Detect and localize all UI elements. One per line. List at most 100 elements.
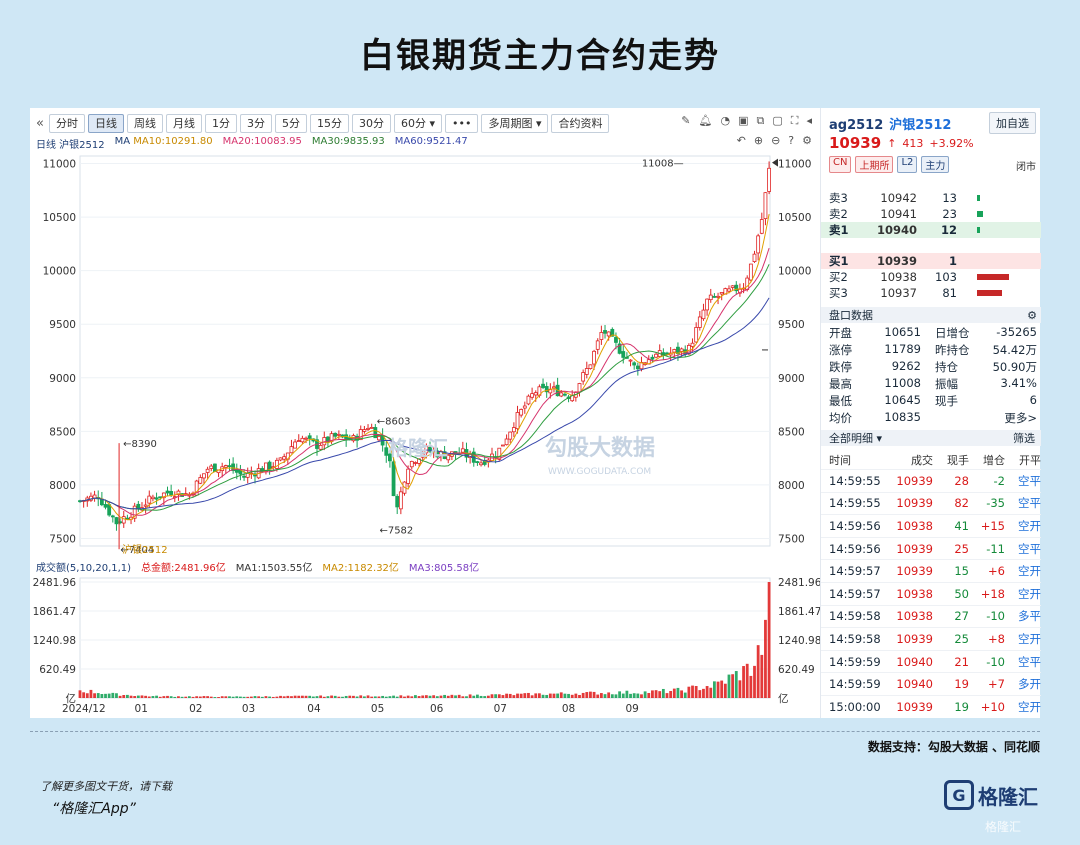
candle-body — [595, 340, 600, 350]
settings-icon[interactable]: ⚙ — [802, 134, 812, 147]
volume-bar — [308, 695, 312, 698]
candle-body — [759, 219, 764, 234]
period-button[interactable]: 30分 — [351, 113, 391, 133]
trade-row: 14:59:58 10939 25 +8 空开 — [821, 627, 1041, 650]
camera-icon[interactable]: ▣ — [738, 114, 749, 127]
volume-bar — [702, 688, 705, 698]
last-price: 10939 — [829, 134, 882, 152]
y-tick-label-left: 10500 — [43, 212, 76, 224]
candle-body — [533, 392, 538, 396]
candle-body — [490, 453, 494, 461]
page-title: 白银期货主力合约走势 — [360, 36, 720, 76]
volume-bar — [977, 290, 1002, 296]
trade-row: 14:59:57 10939 15 +6 空开 — [821, 559, 1041, 582]
vol-tick-label-left: 2481.96 — [33, 577, 77, 589]
volume-bar — [490, 694, 494, 698]
zoom-in-icon[interactable]: ⊕ — [753, 134, 764, 147]
period-button[interactable]: 15分 — [309, 113, 349, 133]
volume-bar — [198, 696, 202, 698]
volume-bar — [115, 693, 118, 698]
period-button[interactable]: 分时 — [48, 113, 85, 133]
candle-body — [406, 468, 411, 484]
data-source: 数据支持：勾股大数据 、同花顺 — [867, 740, 1040, 754]
candle-body — [588, 364, 593, 370]
volume-bar — [472, 695, 476, 698]
candle-body — [428, 447, 432, 452]
volume-bar — [497, 694, 501, 698]
volume-bar — [257, 696, 261, 698]
volume-bar — [322, 696, 326, 698]
volume-bar — [760, 654, 764, 698]
volume-bar — [133, 696, 137, 698]
help-icon[interactable]: ? — [788, 134, 795, 147]
candle-body — [121, 516, 126, 524]
period-button[interactable]: 5分 — [274, 113, 307, 133]
period-button[interactable]: 3分 — [239, 113, 272, 133]
vol-tick-label-right: 1240.98 — [778, 635, 820, 647]
ask-row: 卖2 10941 23 — [821, 206, 1041, 222]
collapse-icon[interactable]: « — [36, 115, 44, 131]
candle-body — [592, 350, 596, 365]
period-button[interactable]: 60分 ▾ — [393, 113, 442, 133]
detail-dropdown[interactable]: 全部明细 ▾ — [829, 432, 883, 445]
candle-body — [333, 432, 338, 437]
period-button[interactable]: 1分 — [204, 113, 237, 133]
add-favorite-button[interactable]: 加自选 — [989, 112, 1036, 134]
volume-bar — [293, 695, 297, 698]
vol-tick-label-right: 亿 — [778, 692, 789, 705]
candle-body — [650, 356, 655, 360]
volume-bar — [647, 692, 651, 698]
vol-tick-label-right: 620.49 — [778, 664, 815, 676]
volume-bar — [705, 686, 709, 698]
candle-body — [526, 395, 531, 405]
volume-bar — [264, 696, 268, 698]
volume-bar — [621, 693, 625, 698]
period-button[interactable]: ••• — [444, 113, 479, 133]
volume-bar — [599, 693, 603, 698]
candle-body — [227, 465, 232, 468]
volume-bar — [665, 693, 669, 698]
volume-bar — [129, 695, 133, 698]
filter-button[interactable]: 筛选 — [1013, 432, 1035, 445]
copy-icon[interactable]: ⧉ — [756, 114, 765, 127]
volume-bar — [417, 696, 421, 698]
period-button[interactable]: 周线 — [126, 113, 163, 133]
candle-body — [326, 436, 330, 443]
candle-body — [559, 392, 564, 397]
period-button[interactable]: 月线 — [165, 113, 202, 133]
volume-bar — [709, 687, 713, 698]
volume-bar — [636, 693, 640, 698]
volume-bar — [414, 695, 417, 698]
volume-bar — [691, 685, 694, 698]
candle-body — [373, 427, 378, 439]
volume-bar — [494, 694, 498, 698]
candle-body — [103, 504, 108, 508]
candle-body — [260, 468, 265, 472]
period-button[interactable]: 合约资料 — [551, 113, 610, 133]
volume-bar — [381, 695, 385, 698]
candle-body — [369, 426, 374, 429]
pencil-icon[interactable]: ✎ — [681, 114, 691, 127]
clone-icon[interactable]: ▢ — [772, 114, 783, 127]
trade-table-header: 时间 成交 现手 增仓 开平 — [829, 454, 1041, 467]
volume-bar — [187, 696, 191, 698]
undo-icon[interactable]: ↶ — [736, 134, 746, 147]
volume-bar — [552, 693, 556, 698]
volume-bar — [468, 694, 472, 698]
period-button[interactable]: 多周期图 ▾ — [481, 113, 549, 133]
settings-icon[interactable]: ⚙ — [1027, 308, 1037, 322]
bell-icon[interactable]: 🔔︎ — [698, 114, 713, 127]
annotation-label: ←8603 — [377, 416, 411, 427]
candle-body — [603, 330, 607, 334]
x-tick-label: 03 — [242, 703, 255, 715]
arrow-left-icon[interactable]: ◂ — [806, 114, 812, 127]
candle-body — [198, 477, 203, 484]
expand-icon[interactable]: ⛶ — [790, 114, 799, 127]
zoom-out-icon[interactable]: ⊖ — [771, 134, 781, 147]
annotation-label: 11008— — [642, 159, 684, 170]
period-button[interactable]: 日线 — [87, 113, 124, 133]
volume-bar — [166, 695, 169, 698]
compare-icon[interactable]: ◔ — [720, 114, 731, 127]
volume-bar — [162, 696, 166, 698]
candle-body — [614, 337, 618, 343]
